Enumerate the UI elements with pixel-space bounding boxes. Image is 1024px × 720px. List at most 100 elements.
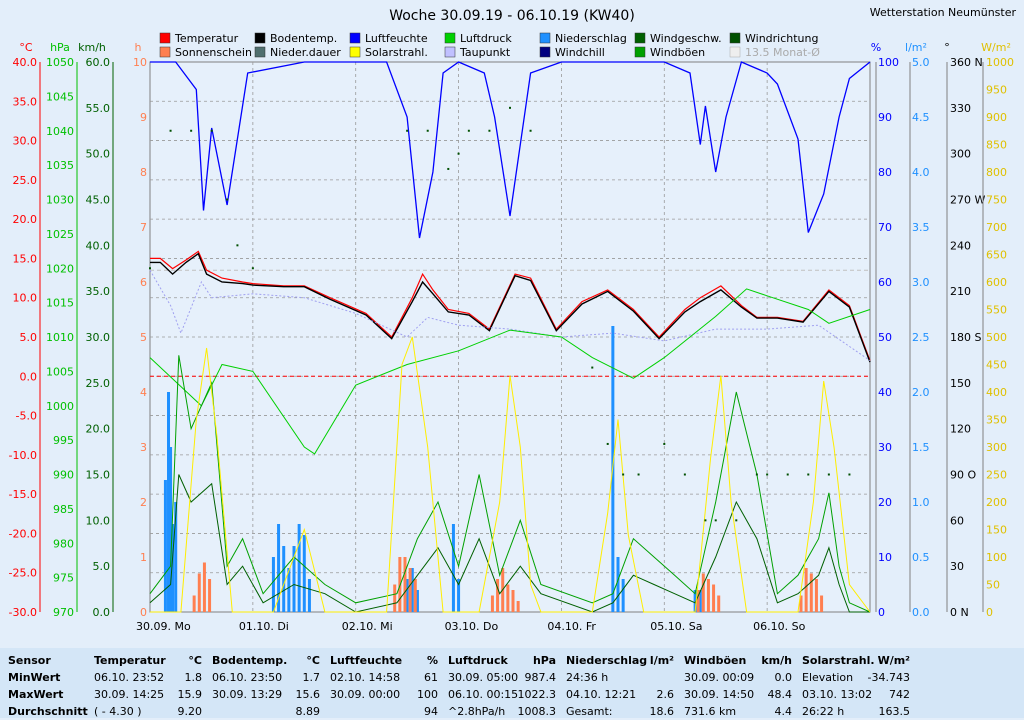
axis-tick-wind: 55.0	[86, 102, 111, 115]
legend-swatch-sonnenschein	[159, 46, 171, 58]
axis-tick-wind: 30.0	[86, 331, 111, 344]
axis-tick-wind: 10.0	[86, 514, 111, 527]
legend-label-windrichtung: Windrichtung	[745, 32, 818, 45]
rain-bar	[163, 480, 167, 612]
footer-cell-value: 61	[424, 671, 438, 684]
axis-tick-direction: 90 O	[950, 469, 976, 482]
footer-column-unit: km/h	[761, 654, 792, 667]
axis-tick-rain: 4.5	[912, 111, 930, 124]
axis-tick-direction: 60	[950, 514, 964, 527]
wind-direction-point	[251, 267, 254, 270]
axis-tick-pressure: 1010	[46, 331, 74, 344]
axis-tick-humidity: 10	[878, 551, 892, 564]
sunshine-bar	[506, 584, 510, 612]
footer-column-title: Niederschlag	[566, 654, 648, 667]
footer-cell-value: 4.4	[774, 705, 793, 718]
footer-label-avg: Durchschnitt	[8, 705, 88, 718]
footer-column-unit: W/m²	[877, 654, 910, 667]
x-tick-label: 06.10. So	[753, 620, 805, 633]
axis-tick-direction: 330	[950, 102, 971, 115]
axis-tick-hours: 3	[140, 441, 147, 454]
axis-tick-temperature: -15.0	[9, 488, 37, 501]
axis-unit-hours: h	[135, 41, 142, 54]
axis-tick-temperature: -5.0	[16, 410, 37, 423]
series-line-temperatur	[150, 250, 871, 361]
footer-cell-label: 30.09. 14:25	[94, 688, 165, 701]
sunshine-bar	[820, 595, 824, 612]
footer-cell-value: 742	[889, 688, 910, 701]
footer-cell-label: 30.09. 00:00	[330, 688, 401, 701]
axis-tick-humidity: 70	[878, 221, 892, 234]
axis-tick-humidity: 0	[878, 606, 885, 619]
axis-tick-wind: 25.0	[86, 377, 111, 390]
sunshine-bar	[202, 562, 206, 612]
footer-column-unit: l/m²	[649, 654, 674, 667]
rain-bar	[169, 447, 173, 612]
legend-label-bodentemp: Bodentemp.	[270, 32, 337, 45]
legend-label-luftfeuchte: Luftfeuchte	[365, 32, 428, 45]
axis-unit-humidity: %	[871, 41, 881, 54]
rain-bar	[698, 590, 702, 612]
sunshine-bar	[809, 573, 813, 612]
wind-direction-point	[149, 267, 151, 270]
axis-tick-solar: 300	[986, 441, 1007, 454]
statistics-footer: Sensor MinWert MaxWert Durchschnitt Temp…	[0, 648, 1024, 718]
legend-swatch-temperatur	[159, 32, 171, 44]
rain-bar	[457, 579, 461, 612]
sunshine-bar	[814, 579, 818, 612]
footer-column-luftfeuchte: Luftfeuchte% 02.10. 14:58 61 30.09. 00:00 10…	[330, 652, 438, 720]
footer-cell-label: 26:22 h	[802, 705, 845, 718]
axis-tick-temperature: -20.0	[9, 527, 37, 540]
axis-tick-pressure: 980	[53, 537, 74, 550]
x-tick-label: 04.10. Fr	[547, 620, 596, 633]
legend-label-taupunkt: Taupunkt	[459, 46, 511, 59]
x-tick-label: 05.10. Sa	[650, 620, 702, 633]
footer-label-max: MaxWert	[8, 688, 64, 701]
footer-label-sensor: Sensor	[8, 654, 51, 667]
axis-tick-solar: 450	[986, 359, 1007, 372]
series-line-taupunkt	[149, 269, 871, 362]
legend-label-solarstrahl: Solarstrahl.	[365, 46, 428, 59]
legend-swatch-luftdruck	[444, 32, 456, 44]
sunshine-bar	[706, 579, 710, 612]
axis-tick-solar: 100	[986, 551, 1007, 564]
wind-direction-point	[714, 519, 717, 522]
footer-cell-label: 03.10. 13:02	[802, 688, 873, 701]
wind-direction-point	[848, 473, 851, 476]
legend-label-windchill: Windchill	[555, 46, 605, 59]
legend-swatch-windchill	[539, 46, 551, 58]
footer-cell-label: Gesamt:	[566, 705, 613, 718]
footer-cell-value: 0.0	[774, 671, 793, 684]
footer-column-title: Luftdruck	[448, 654, 508, 667]
rain-bar	[307, 579, 311, 612]
footer-cell-value: 987.4	[524, 671, 557, 684]
footer-column-unit: %	[426, 654, 438, 667]
axis-tick-temperature: -25.0	[9, 567, 37, 580]
rain-bar	[292, 546, 296, 612]
wind-direction-point	[210, 129, 213, 132]
legend-swatch-nieder-dauer	[254, 46, 266, 58]
footer-cell-label: 24:36 h	[566, 671, 609, 684]
axis-tick-humidity: 100	[878, 56, 899, 69]
rain-bar	[405, 579, 409, 612]
axis-tick-direction: 150	[950, 377, 971, 390]
axis-tick-hours: 5	[140, 331, 147, 344]
axis-tick-solar: 250	[986, 469, 1007, 482]
axis-tick-pressure: 975	[53, 572, 74, 585]
wind-direction-points	[149, 106, 851, 522]
axis-tick-solar: 900	[986, 111, 1007, 124]
footer-cell-value: 100	[417, 688, 438, 701]
footer-column-luftdruck: Luftdruck hPa 30.09. 05:00 987.4 06.10. 00:1…	[448, 652, 556, 720]
axis-tick-temperature: 25.0	[13, 174, 38, 187]
rain-bar	[410, 568, 414, 612]
sunshine-bar	[496, 579, 500, 612]
rain-bar	[621, 579, 625, 612]
weather-week-chart: Woche 30.09.19 - 06.10.19 (KW40) Wetters…	[9, 6, 1017, 633]
axis-tick-humidity: 60	[878, 276, 892, 289]
footer-cell-value: 1.7	[302, 671, 321, 684]
chart-title: Woche 30.09.19 - 06.10.19 (KW40)	[389, 8, 635, 24]
axis-unit-direction: °	[944, 41, 950, 54]
sunshine-bar	[408, 568, 412, 612]
footer-cell-label: ^2.8hPa/h	[448, 705, 506, 718]
wind-direction-point	[591, 366, 594, 369]
